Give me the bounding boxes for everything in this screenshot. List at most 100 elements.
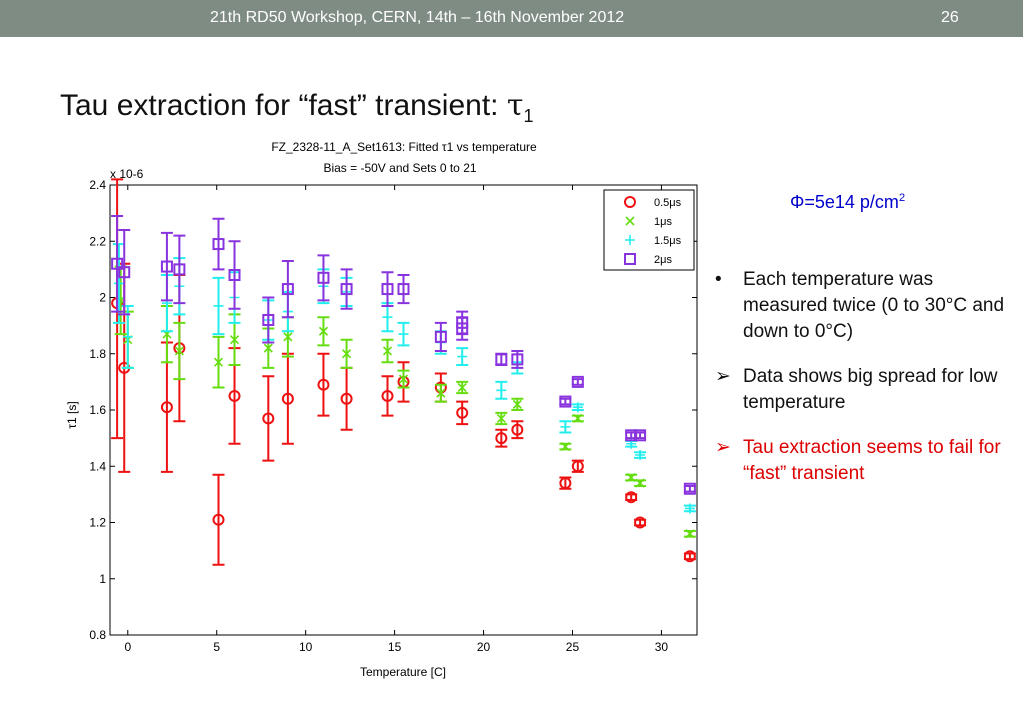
data-point bbox=[512, 399, 522, 409]
bullet-text: Tau extraction seems to fail for “fast” … bbox=[743, 437, 1001, 484]
chart-title: FZ_2328-11_A_Set1613: Fitted τ1 vs tempe… bbox=[271, 140, 537, 154]
y-tick-label: 1.4 bbox=[89, 459, 106, 473]
data-point bbox=[281, 392, 294, 405]
legend-entry: 2μs bbox=[654, 254, 672, 266]
slide-header-bar: 21th RD50 Workshop, CERN, 14th – 16th No… bbox=[0, 0, 1023, 37]
error-bar bbox=[160, 231, 173, 302]
bullet-marker: • bbox=[715, 269, 722, 290]
data-point bbox=[381, 389, 394, 402]
data-point bbox=[573, 413, 583, 424]
y-axis-label: τ1 [s] bbox=[65, 401, 79, 428]
data-point bbox=[281, 283, 294, 296]
error-bar bbox=[173, 234, 186, 305]
bullet-marker: ➢ bbox=[715, 437, 731, 458]
data-point bbox=[318, 326, 329, 336]
data-point bbox=[283, 332, 293, 342]
legend-marker bbox=[625, 216, 635, 226]
data-point bbox=[263, 343, 273, 353]
x-tick-label: 10 bbox=[299, 640, 313, 654]
legend-entry: 1μs bbox=[654, 216, 672, 228]
error-bar bbox=[397, 274, 410, 305]
series-1 bbox=[114, 265, 696, 539]
x-tick-label: 20 bbox=[477, 640, 491, 654]
bullet-item: ➢ Tau extraction seems to fail for “fast… bbox=[713, 435, 1013, 487]
data-point bbox=[572, 402, 583, 413]
data-point bbox=[559, 477, 572, 490]
y-tick-label: 1 bbox=[99, 572, 106, 586]
error-bar bbox=[456, 316, 469, 341]
error-bar bbox=[262, 375, 275, 462]
y-exponent-label: x 10-6 bbox=[110, 167, 144, 181]
bullet-marker: ➢ bbox=[715, 366, 731, 387]
data-point bbox=[340, 283, 353, 296]
data-point bbox=[398, 374, 409, 384]
data-point bbox=[626, 472, 636, 483]
data-point bbox=[684, 503, 695, 514]
data-point bbox=[571, 375, 584, 388]
data-point bbox=[122, 331, 133, 342]
plot-area bbox=[109, 184, 698, 636]
fluence-superscript: 2 bbox=[898, 192, 906, 204]
legend-box bbox=[603, 189, 695, 271]
data-point bbox=[456, 322, 469, 335]
data-point bbox=[381, 283, 394, 296]
data-point bbox=[457, 382, 467, 393]
x-tick-label: 25 bbox=[566, 640, 580, 654]
data-point bbox=[635, 478, 645, 488]
error-bar bbox=[262, 296, 275, 344]
x-axis-label: Temperature [C] bbox=[360, 665, 446, 679]
data-point bbox=[625, 429, 638, 442]
data-point bbox=[436, 388, 446, 398]
y-tick-label: 2 bbox=[99, 291, 106, 305]
data-point bbox=[634, 516, 647, 529]
data-point bbox=[118, 266, 131, 279]
error-bar bbox=[381, 271, 394, 307]
data-point bbox=[683, 482, 696, 495]
y-tick-label: 2.4 bbox=[89, 178, 106, 192]
error-bar bbox=[340, 268, 353, 310]
data-point bbox=[160, 260, 173, 273]
data-point bbox=[113, 278, 124, 289]
data-point bbox=[625, 491, 638, 504]
legend: 0.5μs 1μs 1.5μs 2μs bbox=[603, 189, 695, 271]
error-bar bbox=[228, 240, 241, 310]
data-point bbox=[511, 423, 524, 436]
data-point bbox=[228, 389, 241, 402]
y-tick-label: 1.8 bbox=[89, 347, 106, 361]
fluence-text: Φ=5e14 p/cm bbox=[790, 192, 899, 212]
y-tick-label: 1.6 bbox=[89, 403, 106, 417]
data-point bbox=[382, 312, 393, 323]
error-bar bbox=[111, 214, 124, 313]
error-bar bbox=[317, 254, 330, 302]
data-point bbox=[228, 269, 241, 281]
page-number: 26 bbox=[941, 9, 959, 26]
data-point bbox=[511, 353, 524, 366]
series-0 bbox=[111, 178, 696, 566]
data-point bbox=[160, 401, 173, 414]
legend-marker bbox=[624, 253, 636, 265]
y-tick-label: 0.8 bbox=[89, 628, 106, 642]
error-bar bbox=[434, 321, 447, 352]
fluence-label: Φ=5e14 p/cm2 bbox=[790, 192, 905, 213]
data-point bbox=[317, 378, 330, 391]
bullet-text: Data shows big spread for low temperatur… bbox=[743, 366, 998, 413]
data-marks bbox=[111, 178, 696, 566]
data-point bbox=[496, 385, 507, 396]
error-bar bbox=[281, 259, 294, 319]
bullet-text: Each temperature was measured twice (0 t… bbox=[743, 269, 1005, 342]
data-point bbox=[434, 330, 447, 343]
data-point bbox=[496, 413, 506, 424]
error-bar bbox=[456, 400, 469, 426]
data-point bbox=[262, 314, 275, 326]
data-point bbox=[213, 300, 224, 311]
error-bar bbox=[118, 229, 131, 316]
data-point bbox=[685, 529, 695, 539]
data-point bbox=[495, 353, 508, 366]
data-point bbox=[457, 351, 468, 362]
x-tick-label: 0 bbox=[124, 640, 131, 654]
data-point bbox=[683, 550, 696, 563]
series-3 bbox=[111, 214, 696, 495]
error-bar bbox=[212, 217, 225, 271]
data-point bbox=[262, 412, 275, 425]
